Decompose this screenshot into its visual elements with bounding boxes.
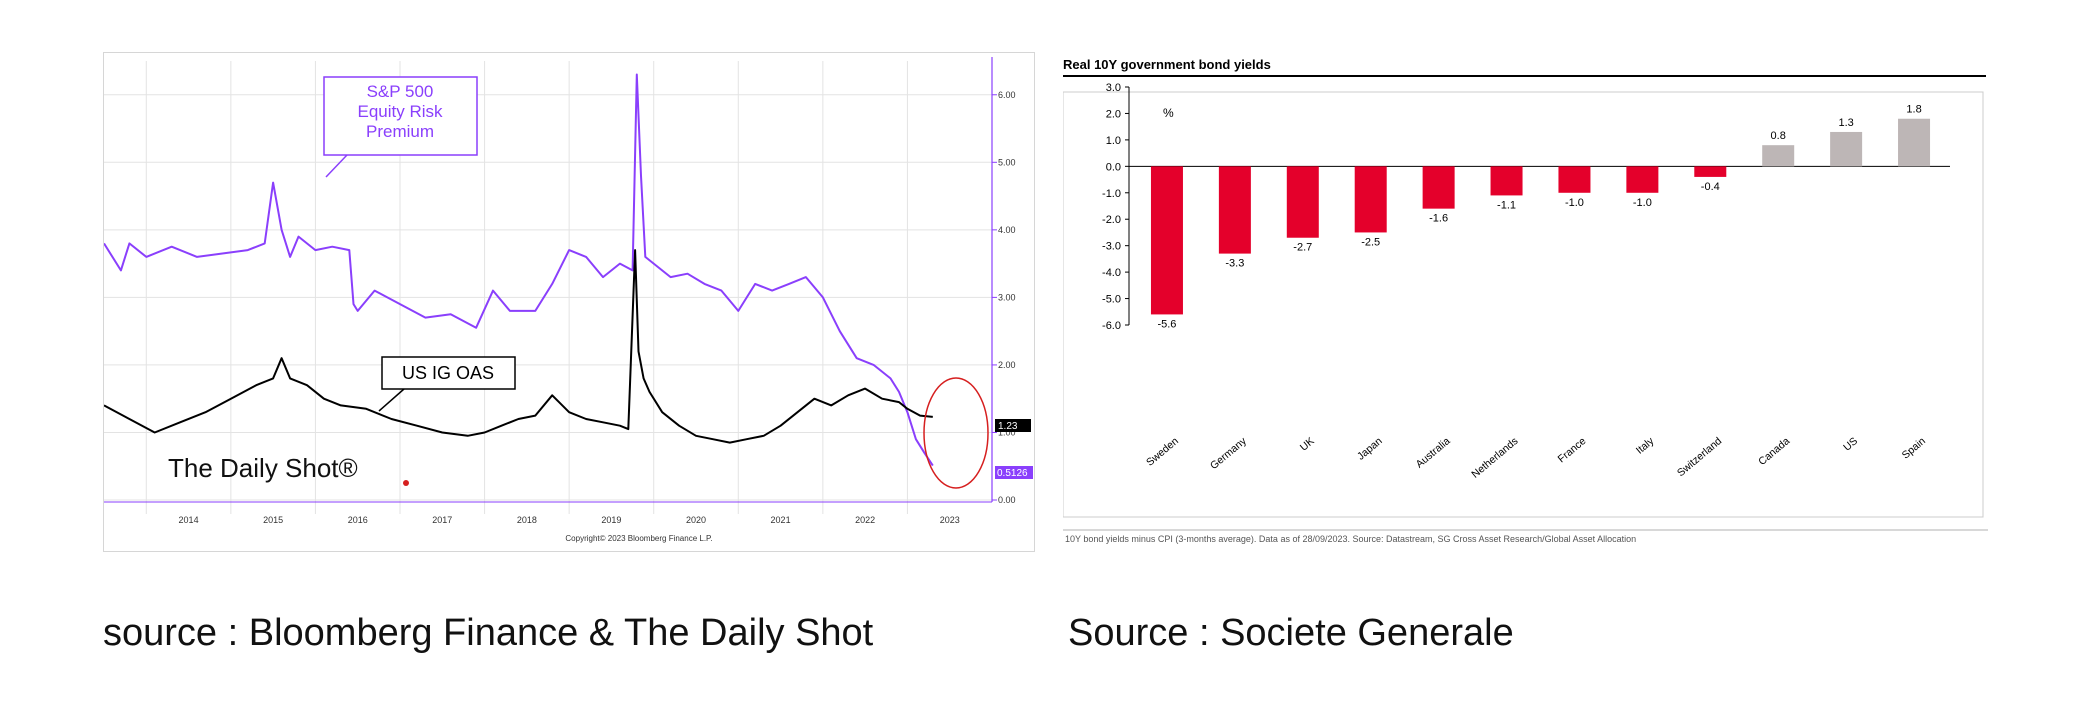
bar-value-label: -1.0 xyxy=(1633,197,1652,209)
bar-chart-bars: -5.6 Sweden -3.3 Germany -2.7 UK -2.5 Japan -1.6… xyxy=(1144,104,1931,481)
bar-value-label: -1.0 xyxy=(1565,197,1584,209)
left-chart-axes: 0.00 1.00 2.00 3.00 4.00 5.00 6.00 2014 2015 2016… xyxy=(104,57,1016,525)
bar-category-label: France xyxy=(1556,435,1589,465)
bar-y-tick-label: -4.0 xyxy=(1102,267,1121,279)
bar-france xyxy=(1558,166,1591,193)
real-yields-bar-chart: Real 10Y government bond yields % 3.0 2.0… xyxy=(1062,57,1988,544)
left-source-caption: source : Bloomberg Finance & The Daily S… xyxy=(103,612,874,654)
bar-category-label: Australia xyxy=(1414,435,1453,471)
bar-category-label: US xyxy=(1841,435,1860,454)
bar-chart-frame xyxy=(1062,91,1984,518)
oas-annotation-pointer xyxy=(378,388,405,412)
bar-value-label: -5.6 xyxy=(1157,318,1176,330)
bar-value-label: -2.7 xyxy=(1293,242,1312,254)
left-y-tick-label: 5.00 xyxy=(998,157,1016,167)
erp-oas-line-chart: 0.00 1.00 2.00 3.00 4.00 5.00 6.00 2014 2015 2016… xyxy=(103,57,1033,543)
left-x-tick-label: 2015 xyxy=(263,515,283,525)
left-x-tick-label: 2022 xyxy=(855,515,875,525)
bar-value-label: 1.3 xyxy=(1838,117,1853,129)
bar-chart-footnote: 10Y bond yields minus CPI (3-months aver… xyxy=(1065,534,1636,544)
bar-value-label: -0.4 xyxy=(1701,181,1720,193)
bar-y-tick-label: -1.0 xyxy=(1102,188,1121,200)
left-x-tick-label: 2023 xyxy=(940,515,960,525)
oas-annotation-label: US IG OAS xyxy=(402,363,494,383)
oas-last-value-label: 1.23 xyxy=(998,421,1018,432)
bar-value-label: 0.8 xyxy=(1771,130,1786,142)
bar-category-label: Netherlands xyxy=(1469,435,1520,481)
bar-category-label: Spain xyxy=(1900,435,1928,462)
left-chart-series xyxy=(103,73,934,467)
bar-category-label: Italy xyxy=(1634,435,1657,457)
left-y-tick-label: 1.00 xyxy=(998,427,1016,437)
bar-value-label: 1.8 xyxy=(1906,104,1921,116)
bar-japan xyxy=(1354,166,1387,233)
bar-australia xyxy=(1422,166,1455,209)
left-x-tick-label: 2021 xyxy=(771,515,791,525)
bar-netherlands xyxy=(1490,166,1523,196)
bar-value-label: -3.3 xyxy=(1225,258,1244,270)
bar-uk xyxy=(1286,166,1319,238)
bar-category-label: UK xyxy=(1298,435,1317,454)
erp-last-value-tag xyxy=(995,466,1033,479)
bar-category-label: Canada xyxy=(1756,435,1792,468)
left-x-tick-label: 2019 xyxy=(601,515,621,525)
brand-red-dot xyxy=(403,480,409,486)
left-x-tick-label: 2020 xyxy=(686,515,706,525)
bar-y-tick-label: 2.0 xyxy=(1106,108,1121,120)
bar-category-label: Japan xyxy=(1355,435,1385,463)
bar-y-tick-label: 1.0 xyxy=(1106,135,1121,147)
left-y-tick-label: 3.00 xyxy=(998,292,1016,302)
bar-spain xyxy=(1898,118,1931,167)
oas-series-line xyxy=(103,249,933,444)
erp-annotation-line-1: S&P 500 xyxy=(367,82,434,101)
erp-annotation-line-2: Equity Risk xyxy=(357,102,443,121)
bar-y-tick-label: -2.0 xyxy=(1102,214,1121,226)
left-y-tick-label: 0.00 xyxy=(998,495,1016,505)
left-chart-grid xyxy=(104,61,992,514)
real-bond-yields-chart: Real 10Y government bond yields % 3.0 2.0… xyxy=(1062,52,1988,550)
left-x-tick-label: 2016 xyxy=(348,515,368,525)
erp-series-line xyxy=(103,73,934,467)
left-y-tick-label: 4.00 xyxy=(998,225,1016,235)
bar-sweden xyxy=(1150,166,1183,315)
bar-chart-axes: 3.0 2.0 1.0 0.0 -1.0 -2.0 -3.0 -4.0 -5.0 -6.0 xyxy=(1102,82,1950,332)
bar-category-label: Germany xyxy=(1208,435,1249,472)
left-x-tick-label: 2017 xyxy=(432,515,452,525)
bar-category-label: Switzerland xyxy=(1675,435,1724,479)
bar-category-label: Sweden xyxy=(1144,435,1181,469)
bar-chart-title: Real 10Y government bond yields xyxy=(1063,57,1271,72)
bar-y-tick-label: -3.0 xyxy=(1102,241,1121,253)
erp-annotation-box xyxy=(323,76,478,156)
bar-y-tick-label: -6.0 xyxy=(1102,320,1121,332)
daily-shot-brand: The Daily Shot® xyxy=(168,453,358,483)
recent-drop-highlight-circle xyxy=(923,377,989,489)
bar-y-tick-label: -5.0 xyxy=(1102,294,1121,306)
bar-y-tick-label: 0.0 xyxy=(1106,161,1121,173)
y-unit-label: % xyxy=(1163,106,1174,120)
left-y-tick-label: 6.00 xyxy=(998,90,1016,100)
oas-annotation-box xyxy=(381,356,516,390)
bar-italy xyxy=(1626,166,1659,193)
bar-value-label: -1.1 xyxy=(1497,199,1516,211)
erp-annotation-pointer xyxy=(325,154,348,178)
copyright-text: Copyright© 2023 Bloomberg Finance L.P. xyxy=(565,534,712,543)
oas-annotation: US IG OAS xyxy=(378,356,516,412)
erp-last-value-label: 0.5126 xyxy=(997,468,1028,479)
bar-value-label: -2.5 xyxy=(1361,236,1380,248)
equity-risk-premium-chart: 0.00 1.00 2.00 3.00 4.00 5.00 6.00 2014 2015 2016… xyxy=(103,52,1035,552)
right-source-caption: Source : Societe Generale xyxy=(1068,612,1514,654)
oas-last-value-tag xyxy=(995,419,1031,432)
left-x-tick-label: 2014 xyxy=(179,515,199,525)
bar-germany xyxy=(1218,166,1251,254)
erp-annotation: S&P 500 Equity Risk Premium xyxy=(323,76,478,178)
bar-canada xyxy=(1762,145,1795,167)
left-y-tick-label: 2.00 xyxy=(998,360,1016,370)
bar-us xyxy=(1830,131,1863,167)
left-x-tick-label: 2018 xyxy=(517,515,537,525)
bar-y-tick-label: 3.0 xyxy=(1106,82,1121,94)
bar-switzerland xyxy=(1694,166,1727,177)
erp-annotation-line-3: Premium xyxy=(366,122,434,141)
bar-value-label: -1.6 xyxy=(1429,213,1448,225)
